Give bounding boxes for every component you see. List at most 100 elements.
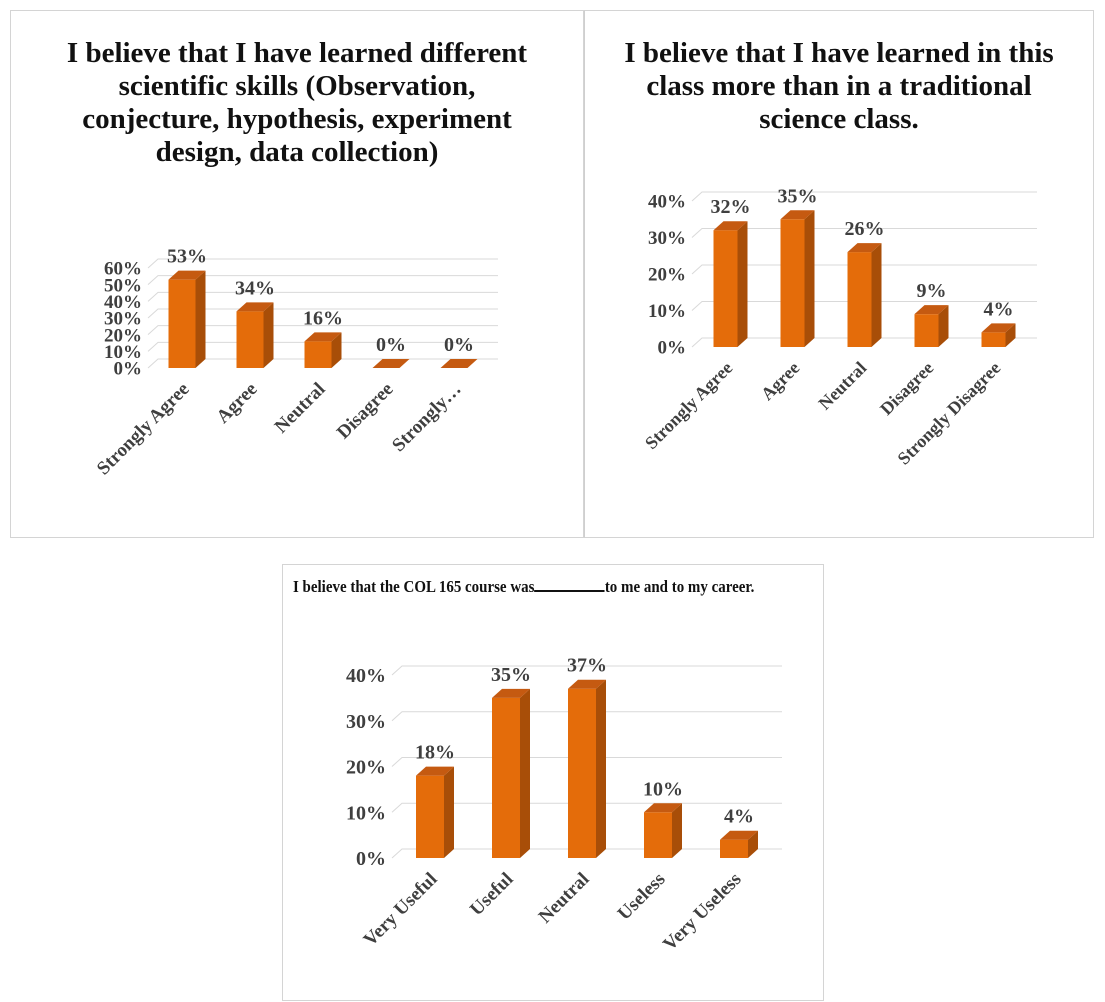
y-tick-label: 10% — [346, 802, 386, 824]
gridline — [391, 757, 782, 767]
gridline — [391, 711, 782, 722]
y-tick-label: 0% — [356, 848, 386, 870]
gridline — [691, 228, 1037, 238]
chart-panel-scientific-skills: I believe that I have learned different … — [10, 10, 584, 538]
bar-front — [416, 775, 444, 858]
bar-useless — [644, 803, 682, 858]
bar-strongly — [440, 359, 478, 368]
bar-top — [492, 688, 530, 698]
y-tick-label: 30% — [648, 228, 686, 249]
chart-panel-learned-more: I believe that I have learned in this cl… — [584, 10, 1094, 538]
bar-top — [720, 830, 758, 840]
x-category-label: Neutral — [535, 869, 594, 928]
x-category-label: Strongly Agree — [641, 358, 736, 453]
data-label: 35% — [491, 664, 531, 686]
chart-title-before: I believe that the COL 165 course was — [293, 577, 535, 596]
data-label: 10% — [643, 778, 683, 800]
bar-top — [847, 243, 882, 253]
bar-side — [1005, 323, 1016, 347]
bar-front — [780, 219, 805, 347]
x-category-label: Useful — [466, 869, 517, 920]
y-tick-label: 10% — [104, 342, 142, 363]
bar-agree — [236, 302, 274, 368]
bar-front — [568, 688, 596, 858]
data-label: 18% — [415, 742, 455, 764]
bar-top — [981, 323, 1016, 333]
bar-front — [492, 697, 520, 858]
bar-very-useless — [720, 830, 758, 858]
bar-neutral — [304, 332, 342, 368]
data-label: 9% — [917, 280, 947, 302]
bar-neutral — [568, 679, 606, 858]
bar-strongly-disagree — [981, 323, 1016, 347]
bar-side — [520, 688, 530, 858]
gridline — [147, 258, 498, 269]
chart-title-after: to me and to my career. — [604, 577, 755, 596]
x-category-label: Strongly… — [388, 379, 465, 456]
bar-neutral — [847, 243, 882, 347]
gridline — [147, 291, 498, 302]
bar-top — [440, 359, 478, 368]
x-category-label: Agree — [757, 358, 803, 404]
y-tick-label: 20% — [346, 757, 386, 779]
bar-top — [780, 210, 815, 220]
gridline — [147, 341, 498, 352]
x-category-label: Neutral — [271, 379, 330, 438]
bar-front — [236, 311, 264, 368]
chart-panel-course-usefulness: I believe that the COL 165 course was to … — [282, 564, 824, 1001]
bar-front — [914, 314, 939, 347]
gridline — [391, 665, 782, 676]
data-label: 0% — [444, 334, 474, 356]
bar-disagree — [914, 305, 949, 347]
gridline — [147, 308, 498, 319]
bar-front — [713, 230, 738, 347]
data-label: 34% — [235, 277, 275, 299]
chart-title: I believe that I have learned different … — [66, 37, 528, 168]
y-tick-label: 60% — [104, 259, 142, 280]
bar-side — [331, 332, 342, 368]
chart-title: I believe that the COL 165 course was to … — [293, 577, 759, 597]
bar-front — [304, 341, 332, 368]
chart-title: I believe that I have learned in this cl… — [624, 37, 1054, 135]
bar-front — [847, 252, 872, 347]
bar-side — [737, 221, 748, 347]
y-tick-label: 0% — [114, 359, 143, 380]
y-tick-label: 50% — [104, 275, 142, 296]
bar-disagree — [372, 359, 410, 368]
y-tick-label: 20% — [104, 325, 142, 346]
bar-chart-learned-more: 0% 10% 20% 30% 40% 32% Strongly Agree 35% Agree 2… — [641, 185, 1037, 469]
x-category-label: Very Useless — [659, 869, 745, 955]
data-label: 26% — [845, 218, 885, 240]
bar-side — [938, 305, 949, 347]
bar-very-useful — [416, 766, 454, 858]
data-label: 53% — [167, 246, 207, 268]
bar-side — [804, 210, 815, 347]
gridline — [691, 264, 1037, 275]
x-category-label: Agree — [213, 379, 262, 428]
y-tick-label: 0% — [658, 338, 687, 359]
x-category-label: Very Useful — [360, 869, 442, 951]
x-category-label: Disagree — [876, 358, 937, 419]
bar-front — [644, 812, 672, 858]
data-label: 35% — [778, 185, 818, 207]
bar-useful — [492, 688, 530, 858]
y-tick-label: 40% — [346, 665, 386, 687]
data-label: 4% — [724, 806, 754, 828]
bar-agree — [780, 210, 815, 347]
gridline — [691, 301, 1037, 311]
bar-front — [981, 332, 1006, 347]
bar-top — [236, 302, 274, 312]
data-label: 32% — [711, 196, 751, 218]
bar-side — [444, 766, 454, 858]
x-category-label: Disagree — [333, 379, 398, 444]
bar-side — [596, 679, 606, 858]
bar-side — [748, 830, 758, 858]
y-tick-label: 30% — [346, 711, 386, 733]
bar-side — [672, 803, 682, 858]
y-tick-label: 30% — [104, 309, 142, 330]
x-category-label: Neutral — [814, 358, 870, 414]
y-tick-label: 40% — [104, 292, 142, 313]
bar-front — [720, 839, 748, 858]
gridline — [691, 191, 1037, 202]
gridline — [147, 275, 498, 286]
